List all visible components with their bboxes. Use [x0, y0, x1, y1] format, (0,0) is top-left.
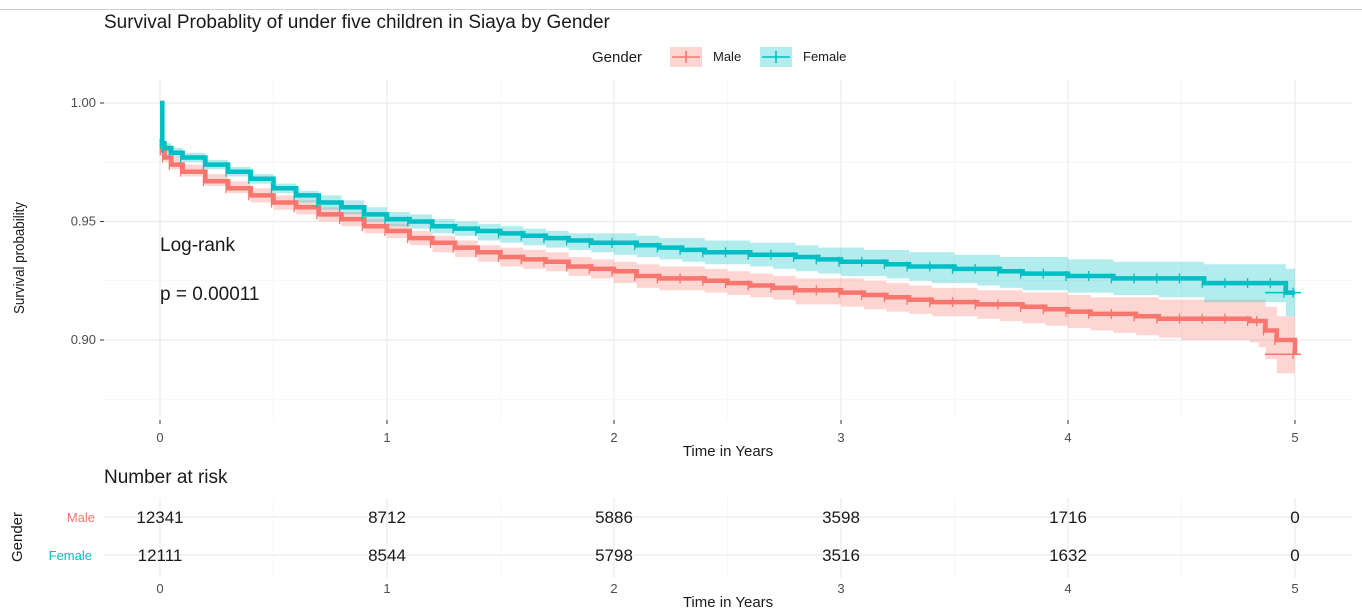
legend-title: Gender	[592, 49, 642, 66]
risk-x-tick-label: 3	[837, 581, 844, 596]
pvalue-label: p = 0.00011	[160, 284, 260, 305]
survival-curve-female	[160, 100, 1295, 295]
risk-cell-male: 1716	[1049, 508, 1087, 527]
confidence-bands	[160, 103, 1295, 397]
risk-x-axis-ticks: 0 1 2 3 4 5	[156, 581, 1298, 596]
chart-title: Survival Probablity of under five childr…	[104, 12, 611, 33]
risk-cell-male: 5886	[595, 508, 633, 527]
risk-cell-female: 0	[1290, 546, 1299, 565]
x-axis-title: Time in Years	[683, 443, 773, 460]
survival-curves	[159, 100, 1301, 360]
y-axis-title: Survival probability	[11, 202, 28, 314]
risk-y-axis-title: Gender	[9, 512, 26, 562]
x-tick-label: 0	[156, 430, 163, 445]
logrank-label: Log-rank	[160, 235, 235, 256]
risk-cell-female: 3516	[822, 546, 860, 565]
risk-x-tick-label: 2	[610, 581, 617, 596]
y-axis-ticks: 0.90 0.95 1.00	[71, 95, 104, 347]
risk-x-tick-label: 1	[383, 581, 390, 596]
censor-marks-male	[159, 145, 1301, 360]
risk-x-axis-title: Time in Years	[683, 594, 773, 611]
legend-key-male	[670, 47, 702, 67]
risk-cell-female: 5798	[595, 546, 633, 565]
risk-cell-male: 0	[1290, 508, 1299, 527]
risk-table-grid	[104, 498, 1352, 578]
y-tick-label: 1.00	[71, 95, 96, 110]
x-tick-label: 1	[383, 430, 390, 445]
legend-label-male: Male	[713, 49, 741, 64]
x-axis-ticks: 0 1 2 3 4 5	[156, 420, 1299, 445]
risk-cell-female: 12111	[138, 546, 183, 565]
x-tick-label: 2	[610, 430, 617, 445]
x-tick-label: 4	[1064, 430, 1071, 445]
risk-x-tick-label: 5	[1291, 581, 1298, 596]
top-border	[0, 9, 1362, 10]
risk-table-title: Number at risk	[104, 467, 228, 488]
risk-x-tick-label: 0	[156, 581, 163, 596]
legend-key-female	[760, 47, 792, 67]
legend-label-female: Female	[803, 49, 846, 64]
y-tick-label: 0.95	[71, 214, 96, 229]
risk-cell-male: 8712	[368, 508, 406, 527]
risk-row-label-male: Male	[67, 510, 95, 525]
risk-cell-male: 3598	[822, 508, 860, 527]
risk-x-tick-label: 4	[1064, 581, 1071, 596]
ci-band-female	[160, 103, 1295, 317]
risk-row-label-female: Female	[49, 548, 92, 563]
plot-grid	[104, 80, 1352, 420]
risk-cell-male: 12341	[136, 508, 183, 527]
legend: Gender Male Female	[592, 47, 846, 67]
x-tick-label: 5	[1291, 430, 1298, 445]
x-tick-label: 3	[837, 430, 844, 445]
y-tick-label: 0.90	[71, 332, 96, 347]
survival-curve-male	[160, 100, 1298, 355]
censor-marks-female	[159, 138, 1301, 298]
risk-cell-female: 1632	[1049, 546, 1087, 565]
risk-cell-female: 8544	[368, 546, 406, 565]
risk-table-cells: 12341 8712 5886 3598 1716 0 12111 8544 5798 3516 1…	[136, 508, 1299, 565]
